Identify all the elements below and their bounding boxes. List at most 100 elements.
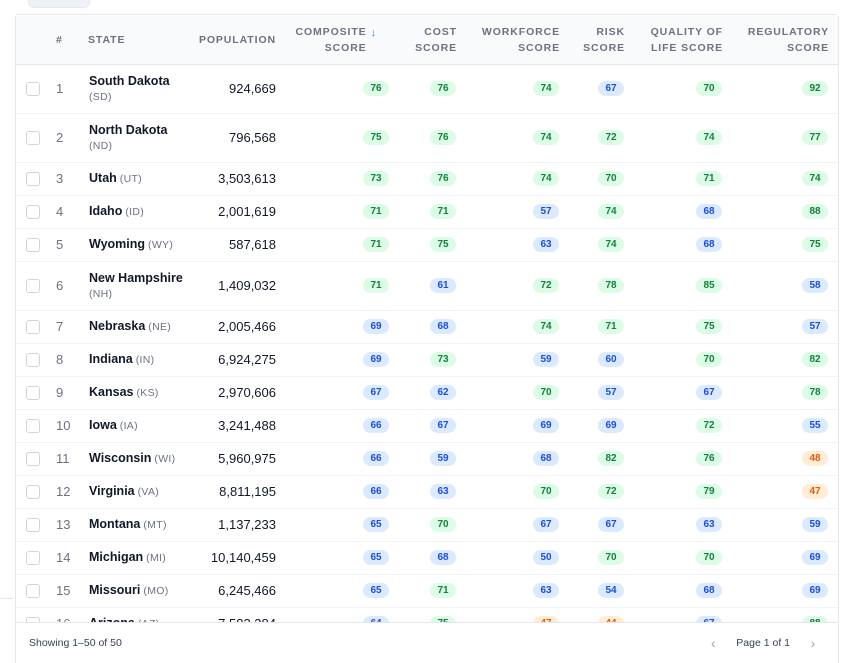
toolbar-button[interactable] xyxy=(28,0,90,8)
population-value: 6,245,466 xyxy=(218,583,276,598)
state-name[interactable]: Wisconsin xyxy=(89,451,152,465)
composite-score-badge: 69 xyxy=(363,319,389,334)
state-name[interactable]: Michigan xyxy=(89,550,144,564)
state-name[interactable]: South Dakota xyxy=(89,73,170,88)
table-row[interactable]: 12 Virginia (VA) 8,811,195 66 63 70 72 79 47 xyxy=(16,475,838,509)
composite-score-cell: 71 xyxy=(356,195,396,228)
column-header-risk[interactable]: RISK SCORE xyxy=(571,16,625,64)
qol-score-cell: 85 xyxy=(689,261,729,310)
column-header-state[interactable]: STATE xyxy=(88,16,188,64)
table-row[interactable]: 2 North Dakota (ND) 796,568 75 76 74 72 74 77 xyxy=(16,113,838,163)
state-name[interactable]: Idaho xyxy=(89,204,123,218)
row-rank: 5 xyxy=(56,237,64,252)
row-checkbox[interactable] xyxy=(26,204,40,219)
workforce-score-cell: 74 xyxy=(526,310,566,343)
table-row[interactable]: 13 Montana (MT) 1,137,233 65 70 67 67 63 59 xyxy=(16,508,838,542)
table-row[interactable]: 3 Utah (UT) 3,503,613 73 76 74 70 71 74 xyxy=(16,162,838,196)
table-row[interactable]: 1 South Dakota (SD) 924,669 76 76 74 67 70 92 xyxy=(16,64,838,114)
row-checkbox[interactable] xyxy=(26,352,40,367)
composite-score-cell: 66 xyxy=(356,409,396,442)
qol-score-cell: 79 xyxy=(689,475,729,508)
row-checkbox[interactable] xyxy=(26,583,40,598)
column-header-regulatory[interactable]: REGULATORY SCORE xyxy=(736,16,829,64)
table-row[interactable]: 8 Indiana (IN) 6,924,275 69 73 59 60 70 82 xyxy=(16,343,838,377)
column-header-composite[interactable]: COMPOSITE SCORE ↓ xyxy=(284,16,377,64)
composite-score-badge: 67 xyxy=(363,385,389,400)
row-checkbox[interactable] xyxy=(26,81,40,96)
row-select-cell xyxy=(26,64,40,113)
state-name[interactable]: Wyoming xyxy=(89,237,146,251)
row-rank: 7 xyxy=(56,319,64,334)
row-checkbox[interactable] xyxy=(26,550,40,565)
population-value: 2,970,606 xyxy=(218,385,276,400)
qol-score-badge: 70 xyxy=(696,81,722,96)
column-header-population[interactable]: POPULATION xyxy=(186,16,276,64)
row-select-cell xyxy=(26,310,40,343)
composite-score-cell: 65 xyxy=(356,574,396,607)
risk-score-cell: 60 xyxy=(591,343,631,376)
workforce-score-cell: 72 xyxy=(526,261,566,310)
row-checkbox[interactable] xyxy=(26,171,40,186)
risk-score-badge: 67 xyxy=(598,517,624,532)
table-row[interactable]: 10 Iowa (IA) 3,241,488 66 67 69 69 72 55 xyxy=(16,409,838,443)
header-label: RISK SCORE xyxy=(583,24,625,56)
table-row[interactable]: 5 Wyoming (WY) 587,618 71 75 63 74 68 75 xyxy=(16,228,838,262)
state-name[interactable]: Virginia xyxy=(89,484,135,498)
column-header-workforce[interactable]: WORKFORCE SCORE xyxy=(466,16,560,64)
workforce-score-badge: 74 xyxy=(533,319,559,334)
regulatory-score-badge: 57 xyxy=(802,319,828,334)
row-rank: 9 xyxy=(56,385,64,400)
state-name[interactable]: Montana xyxy=(89,517,141,531)
risk-score-cell: 67 xyxy=(591,64,631,113)
table-row[interactable]: 15 Missouri (MO) 6,245,466 65 71 63 54 68 69 xyxy=(16,574,838,608)
workforce-score-badge: 74 xyxy=(533,130,559,145)
cost-score-cell: 59 xyxy=(423,442,463,475)
row-checkbox[interactable] xyxy=(26,237,40,252)
state-name[interactable]: Kansas xyxy=(89,385,134,399)
row-select-cell xyxy=(26,113,40,162)
row-checkbox[interactable] xyxy=(26,451,40,466)
regulatory-score-badge: 55 xyxy=(802,418,828,433)
row-checkbox[interactable] xyxy=(26,418,40,433)
state-name[interactable]: Missouri xyxy=(89,583,141,597)
row-checkbox[interactable] xyxy=(26,278,40,293)
state-name[interactable]: Iowa xyxy=(89,418,117,432)
qol-score-cell: 72 xyxy=(689,409,729,442)
state-label: Indiana (IN) xyxy=(89,350,154,369)
chevron-right-icon[interactable]: › xyxy=(810,635,816,651)
column-header-quality-of-life[interactable]: QUALITY OF LIFE SCORE xyxy=(636,16,723,64)
table-row[interactable]: 11 Wisconsin (WI) 5,960,975 66 59 68 82 76 48 xyxy=(16,442,838,476)
cost-score-cell: 68 xyxy=(423,541,463,574)
regulatory-score-cell: 55 xyxy=(795,409,835,442)
state-name[interactable]: Indiana xyxy=(89,352,133,366)
state-name[interactable]: Nebraska xyxy=(89,319,146,333)
column-header-rank[interactable]: # xyxy=(56,16,66,64)
state-abbreviation: (IN) xyxy=(135,354,155,366)
column-header-cost[interactable]: COST SCORE xyxy=(386,16,457,64)
table-row[interactable]: 4 Idaho (ID) 2,001,619 71 71 57 74 68 88 xyxy=(16,195,838,229)
workforce-score-badge: 57 xyxy=(533,204,559,219)
qol-score-cell: 63 xyxy=(689,508,729,541)
state-name[interactable]: New Hampshire xyxy=(89,270,183,285)
regulatory-score-badge: 48 xyxy=(802,451,828,466)
regulatory-score-cell: 47 xyxy=(795,475,835,508)
row-rank: 13 xyxy=(56,517,71,532)
row-checkbox[interactable] xyxy=(26,484,40,499)
table-row[interactable]: 14 Michigan (MI) 10,140,459 65 68 50 70 70 69 xyxy=(16,541,838,575)
population-value: 796,568 xyxy=(229,130,276,145)
table-row[interactable]: 7 Nebraska (NE) 2,005,466 69 68 74 71 75 57 xyxy=(16,310,838,344)
regulatory-score-cell: 88 xyxy=(795,195,835,228)
state-name[interactable]: Utah xyxy=(89,171,117,185)
row-checkbox[interactable] xyxy=(26,130,40,145)
table-row[interactable]: 9 Kansas (KS) 2,970,606 67 62 70 57 67 78 xyxy=(16,376,838,410)
table-row[interactable]: 6 New Hampshire (NH) 1,409,032 71 61 72 78 85 58 xyxy=(16,261,838,311)
row-checkbox[interactable] xyxy=(26,319,40,334)
row-checkbox[interactable] xyxy=(26,517,40,532)
row-checkbox[interactable] xyxy=(26,385,40,400)
state-name[interactable]: North Dakota xyxy=(89,122,168,137)
composite-score-badge: 71 xyxy=(363,278,389,293)
composite-score-cell: 69 xyxy=(356,310,396,343)
sort-descending-icon[interactable]: ↓ xyxy=(370,27,377,39)
state-cell: Virginia (VA) xyxy=(89,475,199,508)
chevron-left-icon[interactable]: ‹ xyxy=(710,635,716,651)
